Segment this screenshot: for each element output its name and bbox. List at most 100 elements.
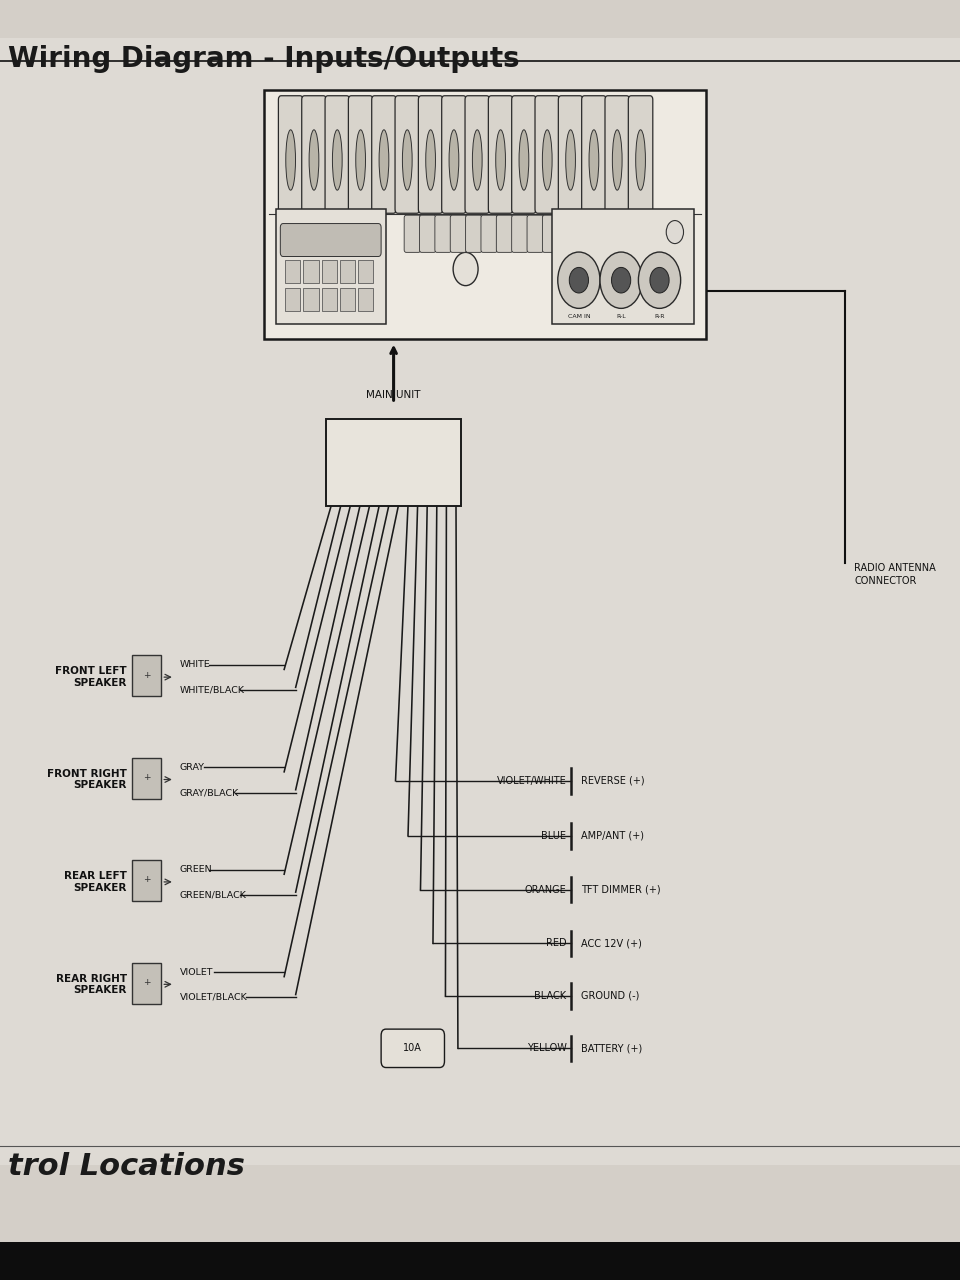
FancyBboxPatch shape xyxy=(301,96,326,214)
Ellipse shape xyxy=(332,129,342,191)
FancyBboxPatch shape xyxy=(535,96,560,214)
Bar xyxy=(340,260,355,283)
FancyBboxPatch shape xyxy=(348,96,372,214)
FancyBboxPatch shape xyxy=(450,215,467,252)
FancyBboxPatch shape xyxy=(512,96,536,214)
Circle shape xyxy=(650,268,669,293)
Ellipse shape xyxy=(449,129,459,191)
FancyBboxPatch shape xyxy=(372,96,396,214)
Text: GROUND (-): GROUND (-) xyxy=(581,991,639,1001)
Text: trol Locations: trol Locations xyxy=(8,1152,245,1181)
Text: GREEN/BLACK: GREEN/BLACK xyxy=(180,891,247,900)
Bar xyxy=(326,419,461,506)
Text: RED: RED xyxy=(546,938,566,948)
Circle shape xyxy=(666,220,684,243)
FancyBboxPatch shape xyxy=(280,224,381,256)
Ellipse shape xyxy=(589,129,599,191)
Ellipse shape xyxy=(565,129,575,191)
Text: MAIN UNIT: MAIN UNIT xyxy=(367,390,420,401)
Bar xyxy=(303,260,319,283)
Text: R-R: R-R xyxy=(655,314,664,319)
FancyBboxPatch shape xyxy=(465,96,490,214)
Bar xyxy=(285,288,300,311)
Ellipse shape xyxy=(402,129,412,191)
Bar xyxy=(552,209,694,324)
Text: GRAY/BLACK: GRAY/BLACK xyxy=(180,788,239,797)
Text: TFT DIMMER (+): TFT DIMMER (+) xyxy=(581,884,660,895)
FancyBboxPatch shape xyxy=(396,96,420,214)
Ellipse shape xyxy=(495,129,506,191)
Bar xyxy=(340,288,355,311)
Text: YELLOW: YELLOW xyxy=(526,1043,566,1053)
Ellipse shape xyxy=(286,129,296,191)
Ellipse shape xyxy=(519,129,529,191)
FancyBboxPatch shape xyxy=(325,96,349,214)
FancyBboxPatch shape xyxy=(278,96,303,214)
Text: GREEN: GREEN xyxy=(180,865,212,874)
Ellipse shape xyxy=(636,129,645,191)
Bar xyxy=(322,260,337,283)
FancyBboxPatch shape xyxy=(559,96,583,214)
Bar xyxy=(132,963,161,1004)
Bar xyxy=(132,655,161,696)
Circle shape xyxy=(612,268,631,293)
Text: CAM IN: CAM IN xyxy=(567,314,590,319)
Text: WHITE/BLACK: WHITE/BLACK xyxy=(180,686,245,695)
Bar xyxy=(132,758,161,799)
Ellipse shape xyxy=(356,129,366,191)
FancyBboxPatch shape xyxy=(420,215,436,252)
Ellipse shape xyxy=(309,129,319,191)
Circle shape xyxy=(558,252,600,308)
Text: GRAY: GRAY xyxy=(180,763,204,772)
Text: FRONT LEFT
SPEAKER: FRONT LEFT SPEAKER xyxy=(55,667,127,687)
Text: ACC 12V (+): ACC 12V (+) xyxy=(581,938,641,948)
Text: +: + xyxy=(143,876,151,884)
FancyBboxPatch shape xyxy=(527,215,543,252)
FancyBboxPatch shape xyxy=(466,215,482,252)
FancyBboxPatch shape xyxy=(582,96,606,214)
FancyBboxPatch shape xyxy=(558,215,574,252)
Text: VIOLET/BLACK: VIOLET/BLACK xyxy=(180,993,248,1002)
Text: ORANGE: ORANGE xyxy=(525,884,566,895)
Circle shape xyxy=(453,252,478,285)
FancyBboxPatch shape xyxy=(512,215,528,252)
Text: 10A: 10A xyxy=(403,1043,422,1053)
Text: REAR RIGHT
SPEAKER: REAR RIGHT SPEAKER xyxy=(56,974,127,995)
Ellipse shape xyxy=(472,129,482,191)
Text: WHITE: WHITE xyxy=(180,660,210,669)
FancyBboxPatch shape xyxy=(496,215,513,252)
FancyBboxPatch shape xyxy=(404,215,420,252)
Text: BLACK: BLACK xyxy=(535,991,566,1001)
Text: R-L: R-L xyxy=(616,314,626,319)
Ellipse shape xyxy=(612,129,622,191)
Circle shape xyxy=(600,252,642,308)
Circle shape xyxy=(569,268,588,293)
Bar xyxy=(132,860,161,901)
Text: REAR LEFT
SPEAKER: REAR LEFT SPEAKER xyxy=(64,872,127,892)
FancyBboxPatch shape xyxy=(435,215,451,252)
Text: AMP/ANT (+): AMP/ANT (+) xyxy=(581,831,644,841)
Text: +: + xyxy=(143,978,151,987)
Bar xyxy=(285,260,300,283)
FancyBboxPatch shape xyxy=(605,96,630,214)
Text: BATTERY (+): BATTERY (+) xyxy=(581,1043,642,1053)
Bar xyxy=(0,38,960,1165)
Text: FRONT RIGHT
SPEAKER: FRONT RIGHT SPEAKER xyxy=(47,769,127,790)
FancyBboxPatch shape xyxy=(442,96,467,214)
Text: RADIO ANTENNA
CONNECTOR: RADIO ANTENNA CONNECTOR xyxy=(854,563,936,586)
Text: +: + xyxy=(143,773,151,782)
FancyBboxPatch shape xyxy=(628,96,653,214)
Text: Wiring Diagram - Inputs/Outputs: Wiring Diagram - Inputs/Outputs xyxy=(8,45,519,73)
Text: REVERSE (+): REVERSE (+) xyxy=(581,776,644,786)
Bar xyxy=(0,1242,960,1280)
Circle shape xyxy=(638,252,681,308)
Text: BLUE: BLUE xyxy=(541,831,566,841)
Bar xyxy=(358,288,373,311)
Text: VIOLET: VIOLET xyxy=(180,968,213,977)
Text: +: + xyxy=(143,671,151,680)
Bar xyxy=(303,288,319,311)
FancyBboxPatch shape xyxy=(481,215,497,252)
FancyBboxPatch shape xyxy=(489,96,513,214)
Ellipse shape xyxy=(542,129,552,191)
FancyBboxPatch shape xyxy=(381,1029,444,1068)
